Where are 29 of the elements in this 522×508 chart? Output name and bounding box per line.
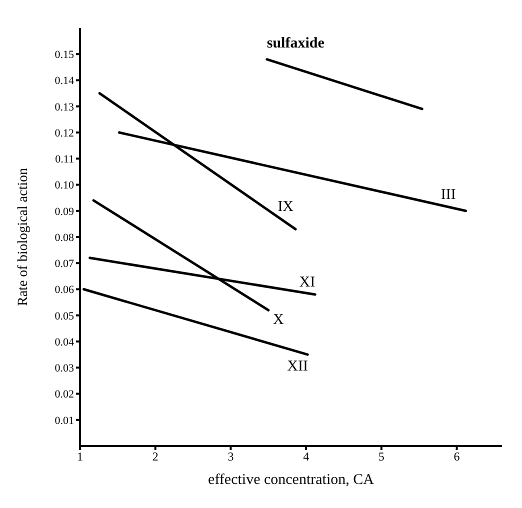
- series-label: XII: [287, 358, 308, 375]
- x-tick-label: 5: [378, 450, 384, 464]
- series-label: X: [272, 312, 284, 328]
- y-tick-label: 0.03: [54, 362, 74, 375]
- y-tick-label: 0.08: [54, 232, 74, 244]
- y-tick-label: 0.05: [54, 310, 74, 322]
- series-label: III: [440, 186, 456, 203]
- x-tick-label: 4: [303, 450, 310, 464]
- y-tick-label: 0.02: [54, 388, 74, 401]
- series-label: sulfaxide: [266, 35, 325, 52]
- y-tick-label: 0.07: [54, 258, 74, 270]
- x-axis-title: effective concentration, CA: [208, 472, 374, 488]
- x-tick-label: 1: [77, 450, 83, 464]
- y-tick-label: 0.13: [54, 101, 74, 114]
- y-tick-label: 0.11: [55, 154, 74, 166]
- series-label: IX: [278, 199, 294, 216]
- y-tick-label: 0.15: [54, 49, 74, 62]
- x-tick-label: 6: [454, 450, 460, 464]
- y-axis-title: Rate of biological action: [16, 168, 31, 306]
- x-tick-label: 3: [228, 450, 234, 464]
- y-tick-label: 0.14: [54, 75, 74, 88]
- y-tick-label: 0.12: [54, 127, 74, 140]
- y-tick-label: 0.09: [54, 206, 74, 218]
- y-tick-label: 0.01: [54, 414, 74, 427]
- y-tick-label: 0.06: [54, 284, 74, 296]
- series-label: XI: [299, 274, 316, 290]
- x-tick-label: 2: [152, 450, 158, 464]
- y-tick-label: 0.10: [54, 180, 74, 192]
- y-tick-label: 0.04: [54, 336, 74, 348]
